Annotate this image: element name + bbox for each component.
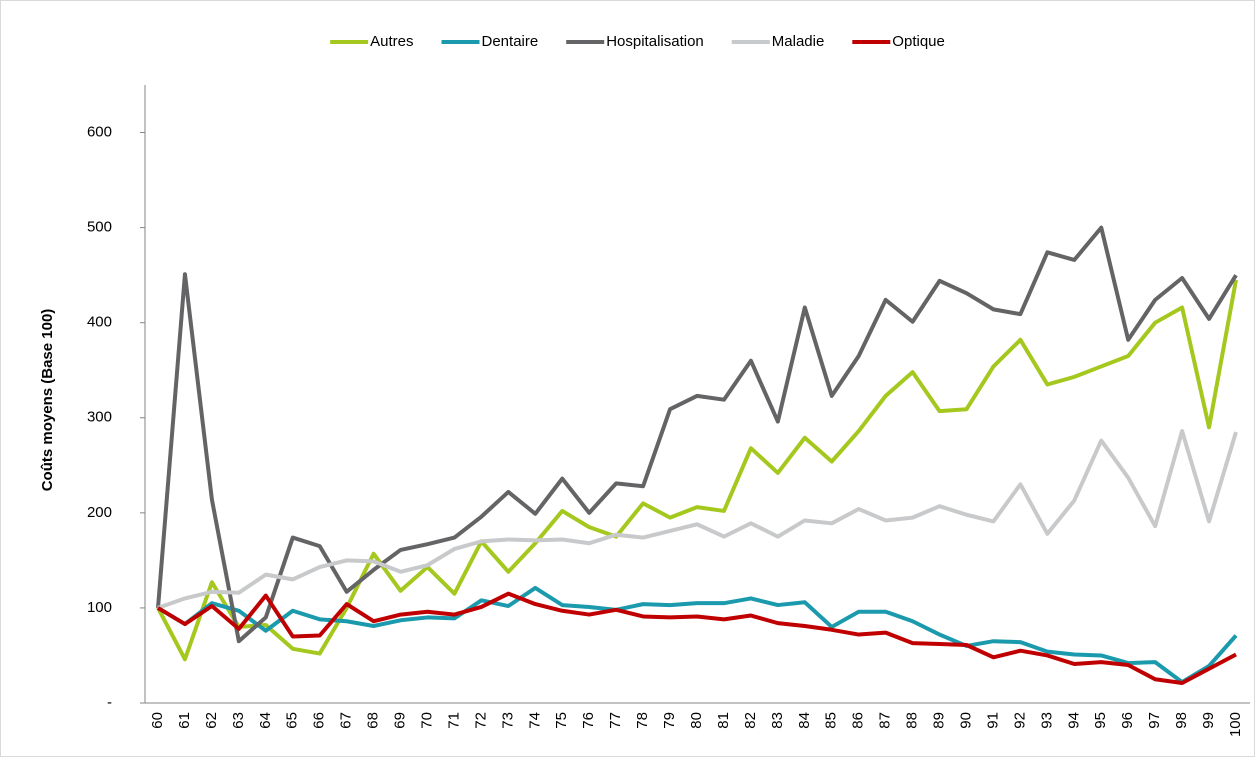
x-tick-label: 66 [311,712,328,729]
x-tick-label: 64 [257,712,274,729]
x-tick-label: 63 [230,712,247,729]
x-tick-label: 70 [418,712,435,729]
y-axis-label: Coûts moyens (Base 100) [39,309,56,492]
x-tick-label: 99 [1200,712,1217,729]
legend-label: Autres [370,33,413,50]
x-tick-label: 94 [1065,712,1082,729]
x-tick-label: 71 [445,712,462,729]
series-line [156,225,1238,644]
x-tick-label: 84 [796,712,813,729]
x-tick-label: 91 [984,712,1001,729]
y-tick-label: 300 [87,409,112,426]
y-tick-label: - [107,694,112,711]
x-tick-label: 100 [1227,712,1244,737]
y-tick-label: 100 [87,599,112,616]
x-tick-label: 76 [580,712,597,729]
series-line [157,429,1238,610]
x-tick-label: 80 [688,712,705,729]
x-tick-label: 96 [1119,712,1136,729]
x-tick-label: 92 [1011,712,1028,729]
x-tick-label: 97 [1146,712,1163,729]
x-tick-label: 81 [715,712,732,729]
y-tick-label: 600 [87,124,112,141]
x-tick-label: 87 [877,712,894,729]
x-tick-label: 78 [634,712,651,729]
legend-label: Hospitalisation [606,33,704,50]
series-line [156,279,1238,662]
y-tick-label: 500 [87,219,112,236]
x-tick-label: 98 [1173,712,1190,729]
x-tick-label: 90 [957,712,974,729]
legend: Autres Dentaire Hospitalisation Maladie Opti… [330,33,945,50]
x-tick-label: 60 [149,712,166,729]
x-tick-label: 74 [526,712,543,729]
x-tick-label: 68 [365,712,382,729]
legend-label: Optique [892,33,945,50]
x-tick-label: 82 [742,712,759,729]
x-tick-label: 89 [931,712,948,729]
x-tick-label: 67 [338,712,355,729]
x-tick-label: 62 [203,712,220,729]
x-tick-label: 75 [553,712,570,729]
x-tick-label: 86 [850,712,867,729]
x-tick-label: 95 [1092,712,1109,729]
x-tick-label: 83 [769,712,786,729]
x-tick-label: 61 [176,712,193,729]
x-tick-label: 79 [661,712,678,729]
y-tick-label: 200 [87,504,112,521]
x-tick-label: 72 [472,712,489,729]
x-tick-label: 65 [284,712,301,729]
y-tick-label: 400 [87,314,112,331]
x-tick-label: 85 [823,712,840,729]
series-line [156,591,1237,686]
x-tick-label: 77 [607,712,624,729]
x-tick-label: 88 [904,712,921,729]
x-tick-label: 73 [499,712,516,729]
x-tick-label: 93 [1038,712,1055,729]
legend-label: Maladie [772,33,825,50]
legend-label: Dentaire [482,33,539,50]
x-tick-label: 69 [392,712,409,729]
series-line [156,585,1238,685]
